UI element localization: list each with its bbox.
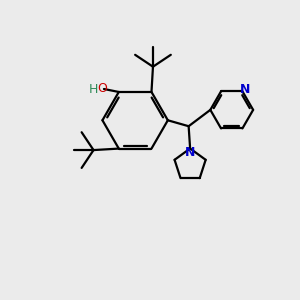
Text: N: N: [240, 83, 250, 96]
Text: H: H: [89, 83, 98, 96]
Text: N: N: [185, 146, 195, 160]
Text: O: O: [98, 82, 107, 95]
